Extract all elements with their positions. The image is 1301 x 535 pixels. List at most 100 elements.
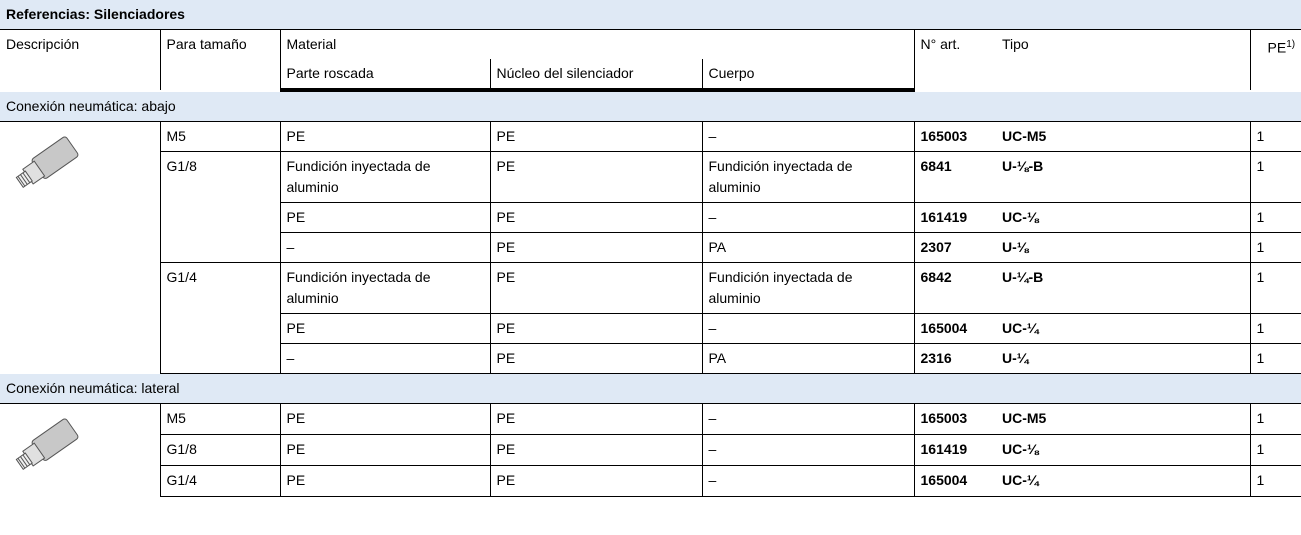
- header-cell: Material: [280, 29, 915, 59]
- data-row: G1/4 PE PE –165004 UC-¼ 1: [0, 465, 1301, 497]
- pack-cell: 1: [1250, 403, 1301, 435]
- part-number: 165004: [914, 465, 996, 497]
- title-row: Referencias: Silenciadores: [0, 0, 1301, 30]
- header-row: Parte roscada Núcleo del silenciador Cue…: [0, 59, 1301, 92]
- part-number: 165003: [914, 403, 996, 435]
- thread-cell: PE: [280, 434, 491, 466]
- pack-cell: 1: [1250, 262, 1301, 314]
- body-cell: –: [702, 313, 915, 344]
- pack-cell: 1: [1250, 232, 1301, 263]
- description-cell: [0, 121, 161, 374]
- body-cell: –: [702, 403, 915, 435]
- header-cell: Núcleo del silenciador: [490, 59, 703, 92]
- type-cell: UC-¼: [996, 465, 1251, 497]
- section-title: Conexión neumática: lateral: [0, 373, 1301, 404]
- type-cell: U-⅛-B: [996, 151, 1251, 203]
- description-cell: [0, 403, 161, 496]
- data-row: PE PE –165004 UC-¼ 1: [0, 313, 1301, 344]
- thread-cell: Fundición inyectada de aluminio: [280, 262, 491, 314]
- core-cell: PE: [490, 465, 703, 497]
- type-cell: UC-⅛: [996, 202, 1251, 233]
- part-number: 161419: [914, 434, 996, 466]
- data-row: G1/8 PE PE –161419 UC-⅛ 1: [0, 434, 1301, 466]
- part-number: 2316: [914, 343, 996, 374]
- core-cell: PE: [490, 434, 703, 466]
- part-number: 6842: [914, 262, 996, 314]
- body-cell: –: [702, 465, 915, 497]
- core-cell: PE: [490, 343, 703, 374]
- header-cell: PE1): [1250, 30, 1301, 91]
- body-cell: –: [702, 434, 915, 466]
- core-cell: PE: [490, 403, 703, 435]
- data-row: – PE PA 2307 U-⅛ 1: [0, 232, 1301, 263]
- silencer-icon: [15, 136, 79, 188]
- thread-cell: –: [280, 343, 491, 374]
- body-cell: –: [702, 121, 915, 152]
- size-cell: G1/4: [160, 465, 281, 497]
- body-cell: PA: [702, 343, 915, 374]
- type-cell: UC-⅛: [996, 434, 1251, 466]
- body-cell: Fundición inyectada de aluminio: [702, 151, 915, 203]
- data-row: G1/8 Fundición inyectada de aluminio PE Fun…: [0, 151, 1301, 263]
- header-cell: Cuerpo: [702, 59, 915, 92]
- thread-cell: PE: [280, 202, 491, 233]
- core-cell: PE: [490, 121, 703, 152]
- size-cell: G1/8: [160, 434, 281, 466]
- thread-cell: PE: [280, 121, 491, 152]
- header-cell: Descripción: [0, 29, 161, 90]
- pack-cell: 1: [1250, 202, 1301, 233]
- thread-cell: PE: [280, 465, 491, 497]
- data-row: G1/4 Fundición inyectada de aluminio PE Fun…: [0, 262, 1301, 374]
- pack-cell: 1: [1250, 121, 1301, 152]
- type-cell: UC-M5: [996, 403, 1251, 435]
- type-cell: UC-¼: [996, 313, 1251, 344]
- thread-cell: PE: [280, 313, 491, 344]
- core-cell: PE: [490, 262, 703, 314]
- table-title: Referencias: Silenciadores: [0, 0, 1301, 30]
- part-number: 161419: [914, 202, 996, 233]
- header-cell: Tipo: [996, 29, 1251, 90]
- header-cell: Parte roscada: [280, 59, 491, 92]
- core-cell: PE: [490, 202, 703, 233]
- header-text: PE: [1267, 39, 1287, 56]
- silencer-icon: [15, 418, 79, 470]
- header-cell: N° art.: [920, 36, 961, 52]
- core-cell: PE: [490, 313, 703, 344]
- section-row: Conexión neumática: abajo: [0, 90, 1301, 122]
- thread-cell: PE: [280, 403, 491, 435]
- data-row: M5 PE PE –165003 UC-M5 1: [0, 403, 1301, 496]
- type-cell: U-¼: [996, 343, 1251, 374]
- table-body: Referencias: Silenciadores Descripción P…: [0, 0, 1301, 497]
- pack-cell: 1: [1250, 434, 1301, 466]
- size-cell: G1/4: [160, 262, 281, 374]
- section-row: Conexión neumática: lateral: [0, 373, 1301, 404]
- header-row: Descripción Para tamaño Material N° art.…: [0, 29, 1301, 90]
- pack-cell: 1: [1250, 465, 1301, 497]
- type-cell: U-⅛: [996, 232, 1251, 263]
- core-cell: PE: [490, 232, 703, 263]
- data-row: M5 PE PE –165003 UC-M5 1: [0, 121, 1301, 374]
- thread-cell: Fundición inyectada de aluminio: [280, 151, 491, 203]
- thread-cell: –: [280, 232, 491, 263]
- type-cell: U-¼-B: [996, 262, 1251, 314]
- size-cell: G1/8: [160, 151, 281, 263]
- core-cell: PE: [490, 151, 703, 203]
- part-number: 2307: [914, 232, 996, 263]
- section-title: Conexión neumática: abajo: [0, 90, 1301, 122]
- data-row: PE PE –161419 UC-⅛ 1: [0, 202, 1301, 233]
- type-cell: UC-M5: [996, 121, 1251, 152]
- data-row: – PE PA 2316 U-¼ 1: [0, 343, 1301, 374]
- references-table: Referencias: Silenciadores Descripción P…: [0, 0, 1301, 497]
- part-number: 165004: [914, 313, 996, 344]
- body-cell: –: [702, 202, 915, 233]
- pack-cell: 1: [1250, 343, 1301, 374]
- footnote-mark: 1): [1286, 39, 1296, 50]
- body-cell: PA: [702, 232, 915, 263]
- part-number: 165003: [914, 121, 996, 152]
- body-cell: Fundición inyectada de aluminio: [702, 262, 915, 314]
- header-cell: Para tamaño: [160, 29, 281, 90]
- pack-cell: 1: [1250, 151, 1301, 203]
- size-cell: M5: [160, 403, 281, 435]
- pack-cell: 1: [1250, 313, 1301, 344]
